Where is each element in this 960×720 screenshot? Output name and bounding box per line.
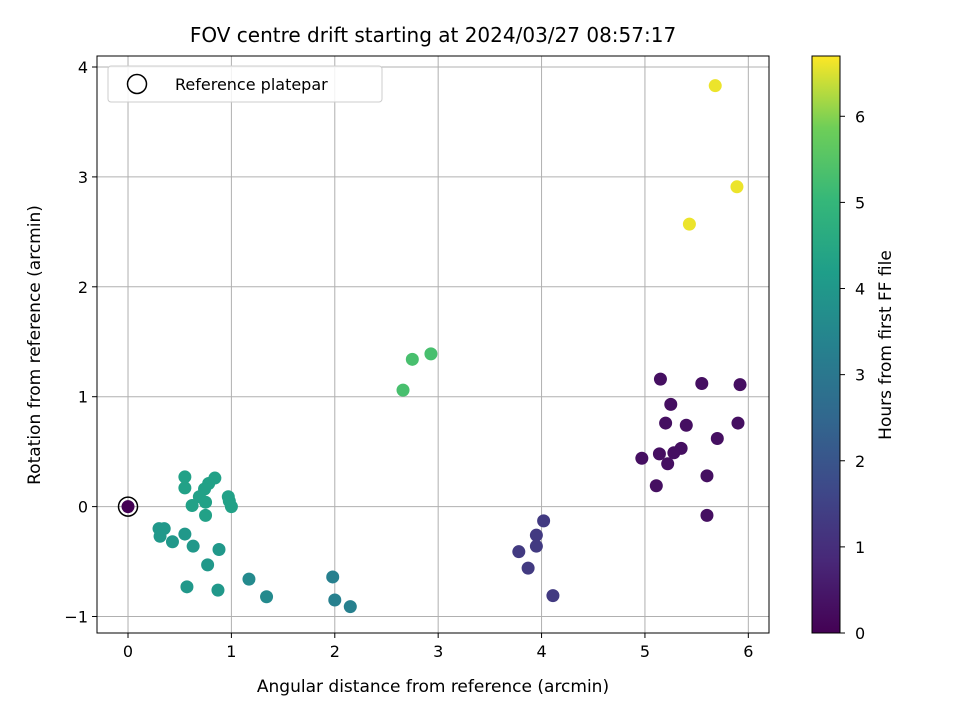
data-point [695, 377, 709, 391]
data-point [682, 217, 696, 231]
plot-frame [96, 55, 770, 634]
data-point [185, 499, 199, 513]
data-point [659, 416, 673, 430]
data-point [165, 535, 179, 549]
data-point [635, 451, 649, 465]
data-point [199, 495, 213, 509]
legend-label: Reference platepar [175, 75, 328, 94]
data-point [733, 378, 747, 392]
data-point [661, 457, 675, 471]
y-tick-label: 1 [78, 388, 88, 407]
data-point [343, 600, 357, 614]
colorbar-tick-label: 5 [855, 193, 865, 212]
data-point [405, 352, 419, 366]
legend: Reference platepar [107, 65, 383, 103]
data-point [153, 529, 167, 543]
data-point [649, 479, 663, 493]
data-point [201, 558, 215, 572]
chart-title: FOV centre drift starting at 2024/03/27 … [190, 23, 676, 47]
y-tick-label: 3 [78, 168, 88, 187]
colorbar-tick-label: 0 [855, 624, 865, 643]
data-point [653, 372, 667, 386]
data-point [529, 539, 543, 553]
colorbar: 0 1 2 3 4 5 6 [811, 55, 865, 643]
y-tick-label: −1 [64, 608, 88, 627]
colorbar-tick-label: 1 [855, 538, 865, 557]
x-tick-label: 1 [226, 642, 236, 661]
reference-marker [117, 496, 139, 517]
y-tick-label: 2 [78, 278, 88, 297]
data-point [180, 580, 194, 594]
plot-area: 0 1 2 3 4 5 6 −1 0 1 2 3 4 Reference platepar [64, 55, 770, 661]
data-point [700, 469, 714, 483]
data-point [224, 500, 238, 514]
x-tick-label: 3 [433, 642, 443, 661]
colorbar-tick-label: 6 [855, 107, 865, 126]
x-tick-label: 6 [743, 642, 753, 661]
data-point [700, 508, 714, 522]
y-tick-label: 0 [78, 498, 88, 517]
data-point [546, 589, 560, 603]
y-axis-label: Rotation from reference (arcmin) [25, 205, 45, 485]
data-point [242, 572, 256, 586]
data-point [211, 583, 225, 597]
data-point [529, 528, 543, 542]
x-tick-label: 0 [123, 642, 133, 661]
data-point [328, 593, 342, 607]
data-points [117, 79, 747, 614]
data-point [178, 470, 192, 484]
data-point [186, 539, 200, 553]
data-point [424, 347, 438, 361]
legend-marker [126, 73, 148, 95]
data-point [667, 446, 681, 460]
data-point [260, 590, 274, 604]
x-axis-label: Angular distance from reference (arcmin) [257, 677, 609, 697]
data-point [537, 514, 551, 528]
x-tick-label: 4 [536, 642, 546, 661]
data-point [121, 500, 135, 514]
data-point [396, 383, 410, 397]
x-tick-label: 2 [330, 642, 340, 661]
data-point [521, 561, 535, 575]
data-point [664, 397, 678, 411]
data-point [512, 545, 526, 559]
colorbar-gradient [811, 55, 841, 634]
data-point [178, 481, 192, 495]
data-point [178, 527, 192, 541]
data-point [652, 447, 666, 461]
data-point [731, 416, 745, 430]
data-point [710, 431, 724, 445]
colorbar-label: Hours from first FF file [876, 250, 896, 440]
data-point [199, 508, 213, 522]
legend-box [107, 65, 383, 103]
colorbar-tick-label: 4 [855, 280, 865, 299]
data-point [679, 418, 693, 432]
data-point [326, 570, 340, 584]
data-point [730, 180, 744, 194]
y-tick-label: 4 [78, 58, 88, 77]
colorbar-tick-label: 2 [855, 452, 865, 471]
data-point [708, 79, 722, 93]
colorbar-tick-label: 3 [855, 366, 865, 385]
data-point [212, 542, 226, 556]
x-tick-label: 5 [640, 642, 650, 661]
